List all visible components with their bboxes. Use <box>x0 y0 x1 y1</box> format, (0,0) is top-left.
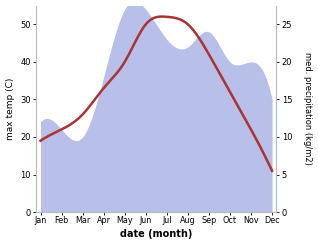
X-axis label: date (month): date (month) <box>120 230 192 239</box>
Y-axis label: max temp (C): max temp (C) <box>5 78 15 140</box>
Y-axis label: med. precipitation (kg/m2): med. precipitation (kg/m2) <box>303 52 313 165</box>
